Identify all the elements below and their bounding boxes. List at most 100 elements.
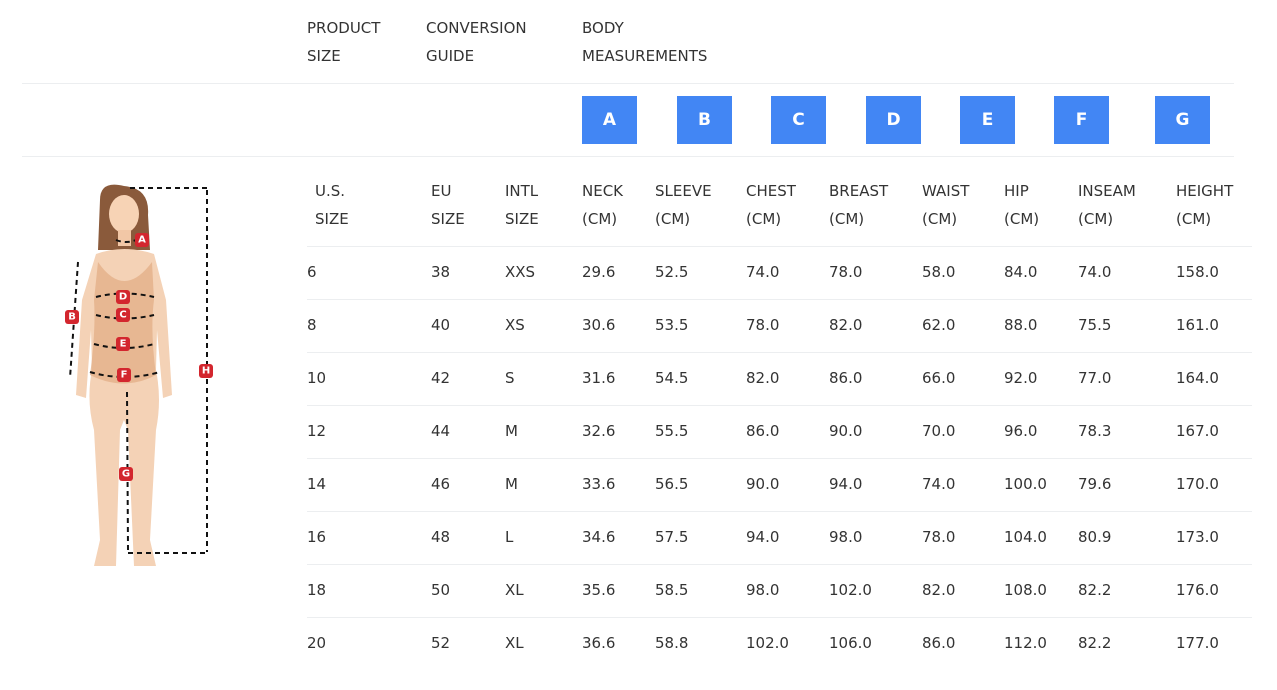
divider <box>307 564 1252 565</box>
cell: XS <box>505 316 525 334</box>
figure-label: A <box>138 235 146 246</box>
figure-label: D <box>119 292 127 303</box>
cell: 78.3 <box>1078 422 1112 440</box>
cell: 48 <box>431 528 451 546</box>
cell: 167.0 <box>1176 422 1219 440</box>
cell: 98.0 <box>829 528 863 546</box>
cell: 108.0 <box>1004 581 1047 599</box>
cell: 56.5 <box>655 475 689 493</box>
cell: 20 <box>307 634 327 652</box>
cell: 96.0 <box>1004 422 1038 440</box>
cell: 98.0 <box>746 581 780 599</box>
cell: 79.6 <box>1078 475 1112 493</box>
cell: 82.0 <box>746 369 780 387</box>
label-box <box>135 233 149 247</box>
cell: 86.0 <box>829 369 863 387</box>
cell: 70.0 <box>922 422 956 440</box>
column-header: INTL SIZE <box>505 182 539 228</box>
cell: 14 <box>307 475 327 493</box>
cell: 86.0 <box>922 634 956 652</box>
cell: 33.6 <box>582 475 616 493</box>
cell: M <box>505 422 518 440</box>
figure-label: G <box>122 469 130 480</box>
cell: 10 <box>307 369 327 387</box>
cell: 44 <box>431 422 451 440</box>
column-header: BREAST (CM) <box>829 182 889 228</box>
cell: 58.0 <box>922 263 956 281</box>
cell: 158.0 <box>1176 263 1219 281</box>
cell: 170.0 <box>1176 475 1219 493</box>
measure-badge: A <box>582 96 637 144</box>
cell: 74.0 <box>1078 263 1112 281</box>
cell: 36.6 <box>582 634 616 652</box>
body-figure: A B CD E F G H <box>65 184 213 566</box>
cell: 173.0 <box>1176 528 1219 546</box>
divider <box>307 405 1252 406</box>
label-box <box>116 290 130 304</box>
measure-badge: D <box>866 96 921 144</box>
figure-label: C <box>119 310 126 321</box>
cell: 164.0 <box>1176 369 1219 387</box>
cell: 38 <box>431 263 451 281</box>
cell: 54.5 <box>655 369 689 387</box>
label-box <box>65 310 79 324</box>
cell: 75.5 <box>1078 316 1112 334</box>
label-box <box>116 308 130 322</box>
column-header: HIP (CM) <box>1004 182 1040 228</box>
column-header: EU SIZE <box>431 182 465 228</box>
cell: 12 <box>307 422 327 440</box>
cell: 88.0 <box>1004 316 1038 334</box>
cell: 52 <box>431 634 451 652</box>
cell: 6 <box>307 263 317 281</box>
cell: 176.0 <box>1176 581 1219 599</box>
cell: 104.0 <box>1004 528 1047 546</box>
column-header: WAIST (CM) <box>922 182 970 228</box>
figure-label: B <box>68 312 76 323</box>
cell: 35.6 <box>582 581 616 599</box>
cell: 30.6 <box>582 316 616 334</box>
divider <box>307 511 1252 512</box>
label-box <box>116 337 130 351</box>
column-header: HEIGHT (CM) <box>1176 182 1234 228</box>
column-header: SLEEVE (CM) <box>655 182 712 228</box>
cell: 58.8 <box>655 634 689 652</box>
measure-badge: C <box>771 96 826 144</box>
cell: L <box>505 528 514 546</box>
cell: 94.0 <box>746 528 780 546</box>
column-header: CHEST (CM) <box>746 182 796 228</box>
column-header: NECK (CM) <box>582 182 624 228</box>
header-label: CONVERSION GUIDE <box>426 19 527 65</box>
cell: 84.0 <box>1004 263 1038 281</box>
cell: 55.5 <box>655 422 689 440</box>
figure-label: E <box>120 339 127 350</box>
cell: 78.0 <box>746 316 780 334</box>
cell: 57.5 <box>655 528 689 546</box>
cell: 102.0 <box>829 581 872 599</box>
cell: 74.0 <box>922 475 956 493</box>
cell: 112.0 <box>1004 634 1047 652</box>
cell: 66.0 <box>922 369 956 387</box>
header-label: BODY MEASUREMENTS <box>582 19 708 65</box>
cell: 52.5 <box>655 263 689 281</box>
cell: 86.0 <box>746 422 780 440</box>
cell: 29.6 <box>582 263 616 281</box>
cell: M <box>505 475 518 493</box>
cell: 46 <box>431 475 451 493</box>
cell: 8 <box>307 316 317 334</box>
cell: 106.0 <box>829 634 872 652</box>
divider <box>307 246 1252 247</box>
cell: 78.0 <box>829 263 863 281</box>
cell: XL <box>505 581 524 599</box>
cell: 78.0 <box>922 528 956 546</box>
cell: 62.0 <box>922 316 956 334</box>
silhouette <box>76 184 172 566</box>
cell: 42 <box>431 369 451 387</box>
measure-badge: G <box>1155 96 1210 144</box>
cell: XL <box>505 634 524 652</box>
label-box <box>119 467 133 481</box>
measure-badge: B <box>677 96 732 144</box>
cell: 50 <box>431 581 451 599</box>
cell: 90.0 <box>746 475 780 493</box>
cell: 92.0 <box>1004 369 1038 387</box>
